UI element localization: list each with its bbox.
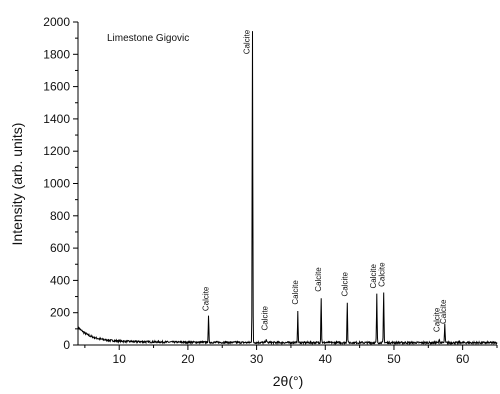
x-tick-label: 10 xyxy=(113,352,127,366)
y-tick-label: 800 xyxy=(50,209,70,223)
x-tick-label: 40 xyxy=(319,352,333,366)
peak-annotation: Calcite xyxy=(439,299,448,324)
peak-annotation: Calcite xyxy=(314,267,323,292)
y-tick-label: 200 xyxy=(50,306,70,320)
y-tick-label: 400 xyxy=(50,273,70,287)
x-tick-label: 20 xyxy=(181,352,195,366)
y-tick-label: 1200 xyxy=(43,144,70,158)
peak-annotation: Calcite xyxy=(377,262,386,287)
y-tick-label: 600 xyxy=(50,241,70,255)
x-tick-label: 60 xyxy=(456,352,470,366)
peak-annotation: Calcite xyxy=(340,272,349,297)
x-tick-label: 50 xyxy=(387,352,401,366)
peak-annotation: Calcite xyxy=(369,263,378,288)
x-axis-title: 2θ(°) xyxy=(273,373,304,389)
y-axis-ticks: 0 200 400 600 800 1000 1200 1400 1600 1800 2000 xyxy=(43,15,78,352)
peak-annotation: Calcite xyxy=(432,307,441,332)
y-axis-title: Intensity (arb. units) xyxy=(9,123,25,246)
y-tick-label: 1000 xyxy=(43,177,70,191)
y-tick-label: 1800 xyxy=(43,47,70,61)
xrd-pattern-line xyxy=(77,31,498,346)
x-tick-label: 30 xyxy=(250,352,264,366)
peak-annotation: Calcite xyxy=(261,305,270,330)
y-tick-label: 1400 xyxy=(43,112,70,126)
peak-annotation: Calcite xyxy=(202,286,211,311)
inset-label: Limestone Gigovic xyxy=(107,33,189,44)
y-tick-label: 0 xyxy=(63,338,70,352)
peak-annotation: Calcite xyxy=(291,280,300,305)
peak-annotation: Calcite xyxy=(243,29,252,54)
y-tick-label: 1600 xyxy=(43,80,70,94)
x-axis-ticks: 10 20 30 40 50 60 xyxy=(84,345,498,366)
y-tick-label: 2000 xyxy=(43,15,70,29)
